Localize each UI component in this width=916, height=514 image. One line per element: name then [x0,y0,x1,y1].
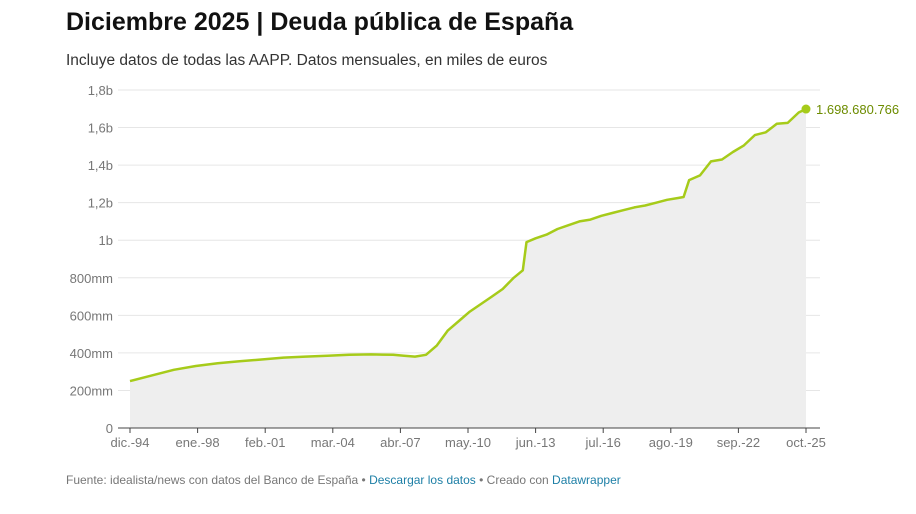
x-tick-label: jun.-13 [515,435,556,450]
y-tick-label: 1,6b [88,121,113,136]
x-tick-label: dic.-94 [110,435,149,450]
source-text: Fuente: idealista/news con datos del Ban… [66,473,359,487]
x-tick-label: jul.-16 [584,435,620,450]
y-tick-label: 1,8b [88,83,113,98]
chart-title: Diciembre 2025 | Deuda pública de España [66,8,574,36]
x-tick-label: oct.-25 [786,435,826,450]
y-tick-label: 600mm [70,308,113,323]
x-tick-label: abr.-07 [380,435,420,450]
end-value-label: 1.698.680.766 [816,102,899,117]
end-point-marker [801,104,811,114]
series-line [129,107,807,383]
footer-separator: • [358,473,370,487]
y-tick-label: 1b [99,233,113,248]
x-axis-ticks: dic.-94 ene.-98 feb.-01 mar.-04 abr.-07 may.-… [110,428,826,450]
area-fill [130,109,806,428]
datawrapper-link[interactable]: Datawrapper [552,473,621,487]
y-tick-label: 1,2b [88,196,113,211]
y-tick-label: 0 [106,421,113,436]
y-tick-label: 800mm [70,271,113,286]
x-tick-label: feb.-01 [245,435,285,450]
x-tick-label: may.-10 [445,435,491,450]
x-tick-label: mar.-04 [311,435,355,450]
y-axis-ticks: 0 200mm 400mm 600mm 800mm 1b 1,2b 1,4b 1,6b 1,8b [70,83,113,436]
series-polyline [129,107,807,383]
y-tick-label: 200mm [70,383,113,398]
x-tick-label: ago.-19 [649,435,693,450]
chart-subtitle: Incluye datos de todas las AAPP. Datos m… [66,52,548,69]
footer: Fuente: idealista/news con datos del Ban… [66,473,621,487]
y-tick-label: 1,4b [88,158,113,173]
download-data-link[interactable]: Descargar los datos [369,473,476,487]
x-tick-label: ene.-98 [176,435,220,450]
y-tick-label: 400mm [70,346,113,361]
footer-created-with: • Creado con [475,473,553,487]
x-tick-label: sep.-22 [717,435,760,450]
